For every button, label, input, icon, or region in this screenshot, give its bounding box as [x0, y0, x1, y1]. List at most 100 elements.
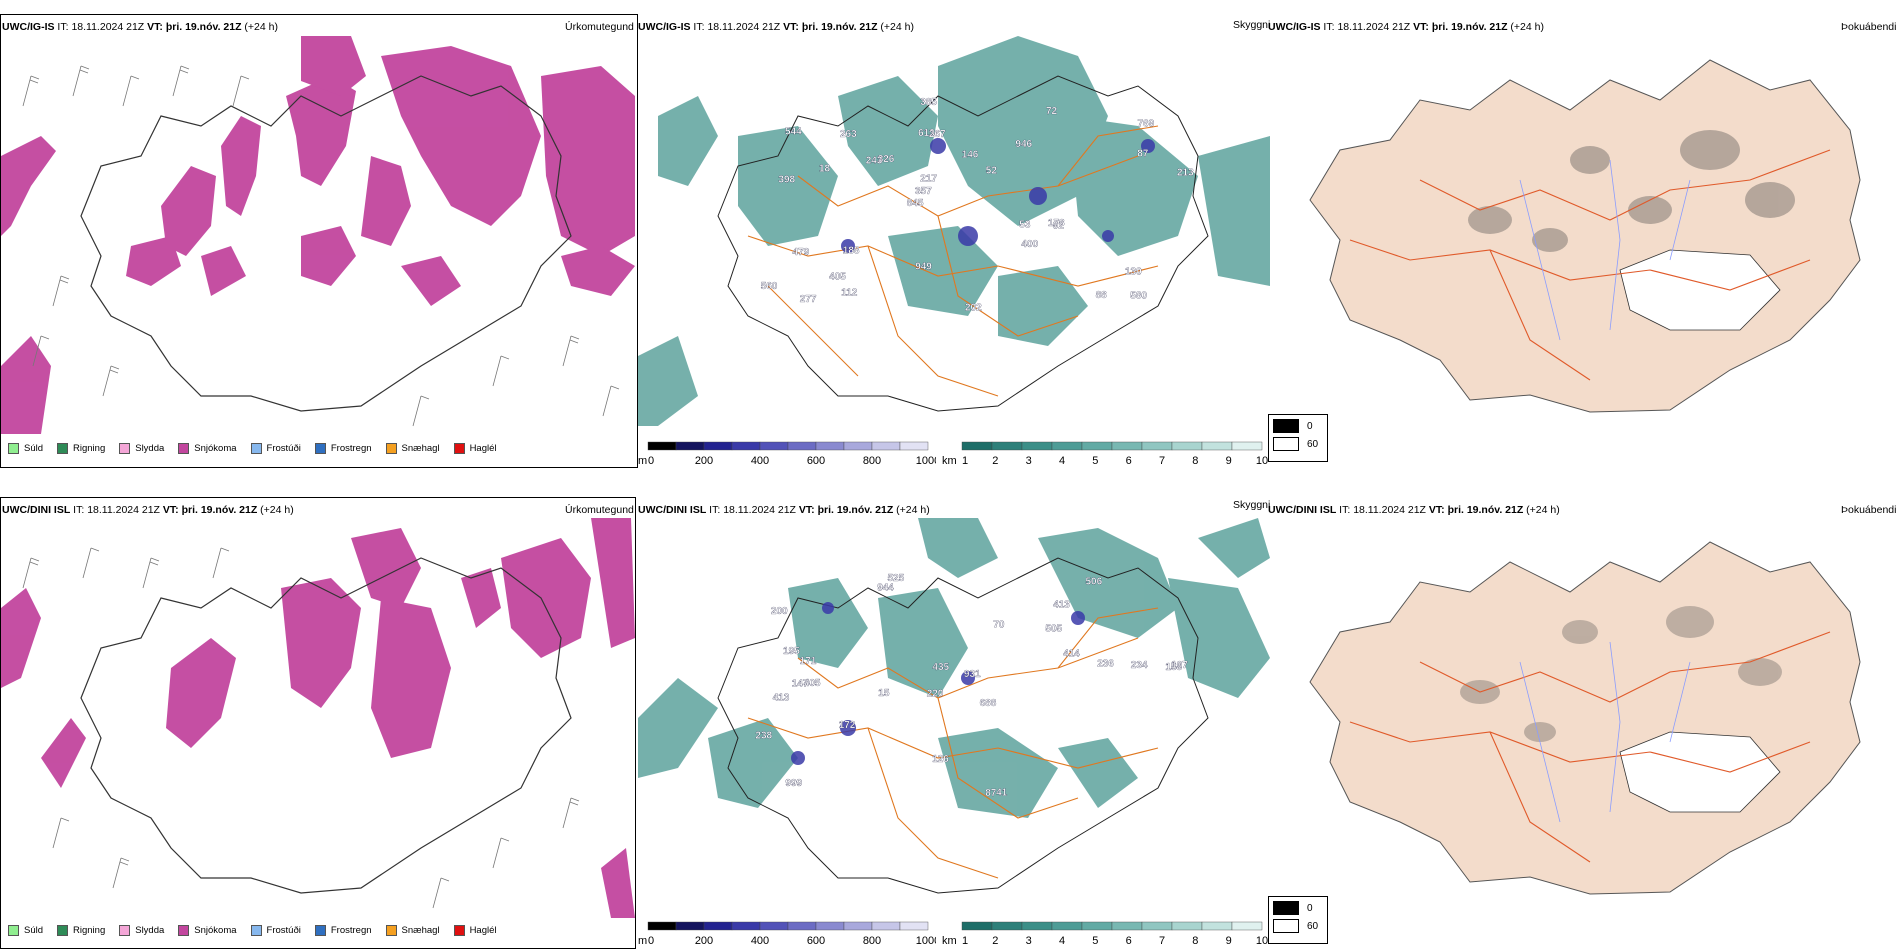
- legend-item: Snæhagl: [385, 443, 440, 454]
- colorbar-segment: [1051, 921, 1083, 931]
- colorbar-tick: 1: [962, 935, 968, 947]
- legend-label: Súld: [24, 443, 44, 454]
- colorbar-segment: [1171, 921, 1203, 931]
- vt-value: þri. 19.nóv. 21Z: [1431, 21, 1508, 33]
- cloudbase-label: 414: [1063, 648, 1080, 659]
- legend-label: Súld: [24, 925, 44, 936]
- it-value: 18.11.2024 21Z: [71, 21, 145, 33]
- legend-swatch: [314, 443, 326, 454]
- visibility-colorbar-r1: km 1 2 3 4 5 6 7 8 9 10: [942, 441, 1268, 467]
- cloudbase-spots: [841, 138, 1155, 253]
- legend-swatch: [453, 443, 465, 454]
- cloudbase-colorbar-r1: m0 200 400 600 800 1000: [638, 441, 936, 467]
- colorbar-segment: [731, 441, 761, 451]
- cloudbase-unit: m: [638, 935, 647, 947]
- cloudbase-label: 267: [929, 129, 946, 140]
- legend-swatch: [250, 443, 262, 454]
- cloudbase-label: 385: [920, 97, 937, 108]
- cloudbase-label: 544: [785, 126, 802, 137]
- cloudbase-label: 243: [866, 156, 883, 167]
- colorbar-segment: [843, 441, 873, 451]
- cloudbase-label: 505: [1045, 624, 1062, 635]
- rivers: [1519, 159, 1691, 341]
- iceland-coastline: [717, 557, 1209, 894]
- it-value: 18.11.2024 21Z: [707, 21, 781, 33]
- cloudbase-label: 413: [773, 692, 790, 703]
- roads: [1349, 149, 1831, 381]
- colorbar-tick: 5: [1092, 935, 1098, 947]
- cloudbase-label: 72: [1046, 106, 1058, 117]
- fog-legend-swatch: [1273, 437, 1299, 451]
- cloudbase-label: 15: [878, 688, 890, 699]
- cloudbase-label: 52: [986, 165, 998, 176]
- colorbar-segment: [1201, 441, 1233, 451]
- colorbar-segment: [1141, 921, 1173, 931]
- model-name: UWC/DINI ISL: [638, 504, 707, 516]
- colorbar-tick: 800: [863, 455, 881, 467]
- fog-legend-swatch: [1273, 419, 1299, 433]
- legend-swatch: [57, 925, 69, 936]
- lead-time: (+24 h): [1526, 504, 1560, 516]
- colorbar-segment: [1141, 441, 1173, 451]
- legend-item: Haglél: [453, 925, 497, 936]
- fog-legend-item: 0: [1273, 901, 1323, 915]
- iceland-coastline: [80, 557, 572, 894]
- cloudbase-label: 70: [993, 620, 1005, 631]
- colorbar-segment: [1201, 921, 1233, 931]
- legend-swatch: [57, 443, 69, 454]
- legend-swatch: [250, 925, 262, 936]
- iceland-coastline: [80, 75, 572, 412]
- colorbar-tick: 200: [695, 455, 713, 467]
- colorbar-segment: [899, 921, 929, 931]
- lead-time: (+24 h): [244, 21, 278, 33]
- cloudbase-label: 326: [878, 154, 895, 165]
- colorbar-segment: [703, 921, 733, 931]
- it-label: IT:: [73, 504, 85, 516]
- legend-item: Frostúði: [250, 925, 301, 936]
- colorbar-segment: [961, 921, 993, 931]
- legend-swatch: [314, 925, 326, 936]
- legend-item: Súld: [8, 925, 43, 936]
- cloudbase-label: 769: [1138, 119, 1155, 130]
- cloudbase-labels: 525 413 158 220 688 405 200 505 413 70 931 999 944 15…: [755, 573, 1188, 800]
- cloudbase-label: 931: [964, 669, 981, 680]
- vt-value: þri. 19.nóv. 21Z: [181, 504, 258, 516]
- cloud-map-r1: 580 398 769 845 946 277 613 146 479 326 560 405 267 5…: [638, 36, 1270, 426]
- cloudbase-label: 107: [1171, 660, 1188, 671]
- precip-map-r2: [1, 518, 635, 918]
- colorbar-tick: 7: [1159, 455, 1165, 467]
- vt-label: VT:: [798, 504, 815, 516]
- colorbar-tick: 1: [962, 455, 968, 467]
- cloudbase-label: 357: [915, 186, 932, 197]
- colorbar-segment: [787, 921, 817, 931]
- cloudbase-label: 172: [839, 720, 856, 731]
- cloudbase-label: 112: [841, 287, 858, 298]
- precip-legend-r1: Súld Rigning Slydda Snjókoma Frostúði Frostre…: [8, 443, 511, 454]
- cloudbase-spots: [791, 602, 1085, 765]
- legend-label: Snjókoma: [194, 925, 237, 936]
- cloudbase-label: 949: [915, 262, 932, 273]
- cloudbase-label: 18: [819, 164, 831, 175]
- visibility-areas: [638, 36, 1270, 426]
- colorbar-segment: [1051, 441, 1083, 451]
- cloudbase-unit: m: [638, 455, 647, 467]
- cloudbase-label: 234: [1131, 660, 1148, 671]
- vt-label: VT:: [147, 21, 163, 33]
- precip-title-r1: Úrkomutegund: [565, 21, 634, 33]
- colorbar-tick: 800: [863, 935, 881, 947]
- precip-type-panel-r1: [0, 14, 638, 468]
- fog-legend-swatch: [1273, 901, 1299, 915]
- fog-legend-r2: 0 60: [1268, 896, 1328, 944]
- cloudbase-label: 202: [965, 302, 982, 313]
- cloudbase-label: 92: [1053, 221, 1065, 232]
- colorbar-segment: [991, 921, 1023, 931]
- visibility-unit: km: [942, 935, 957, 947]
- colorbar-segment: [871, 921, 901, 931]
- road-network: [747, 125, 1159, 397]
- it-label: IT:: [693, 21, 705, 33]
- legend-item: Snjókoma: [178, 925, 237, 936]
- vt-label: VT:: [1413, 21, 1429, 33]
- legend-swatch: [385, 443, 397, 454]
- colorbar-segment: [1231, 921, 1263, 931]
- colorbar-segment: [815, 441, 845, 451]
